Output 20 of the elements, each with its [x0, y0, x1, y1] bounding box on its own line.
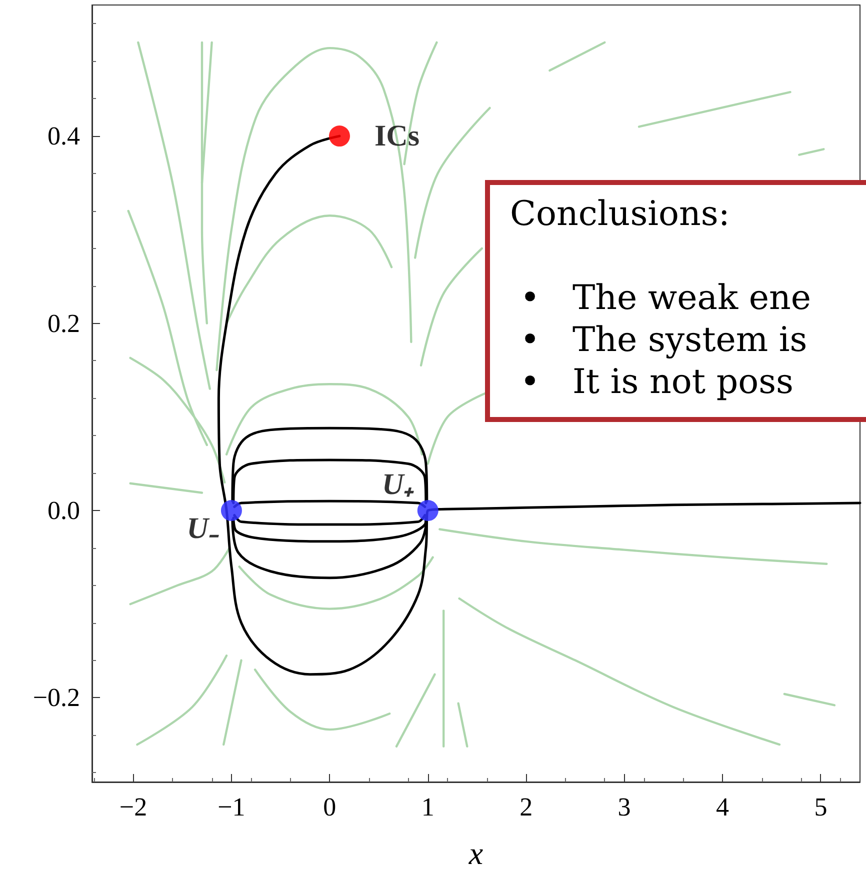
annotation: U₋	[186, 512, 220, 546]
annotation: ICs	[374, 120, 420, 153]
annotation: • The system is	[520, 319, 808, 361]
x-axis-title: x	[468, 835, 484, 871]
x-tick-label: 3	[618, 792, 631, 822]
annotation: U₊	[382, 468, 415, 502]
y-tick-label: 0.4	[48, 122, 80, 151]
y-tick-label: 0.2	[48, 308, 80, 338]
x-tick-label: 5	[814, 792, 828, 822]
annotation: • The weak ene	[520, 277, 812, 319]
x-tick-label: −2	[119, 792, 148, 822]
annotation: • It is not poss	[520, 361, 794, 403]
x-tick-label: 0	[323, 792, 336, 822]
y-tick-label: −0.2	[32, 683, 80, 712]
x-tick-label: 1	[421, 792, 434, 822]
annotation: Conclusions:	[510, 193, 731, 235]
x-tick-label: 2	[520, 792, 533, 822]
x-tick-label: 4	[716, 792, 730, 822]
y-tick-label: 0.0	[48, 496, 80, 526]
x-tick-label: −1	[218, 792, 246, 822]
